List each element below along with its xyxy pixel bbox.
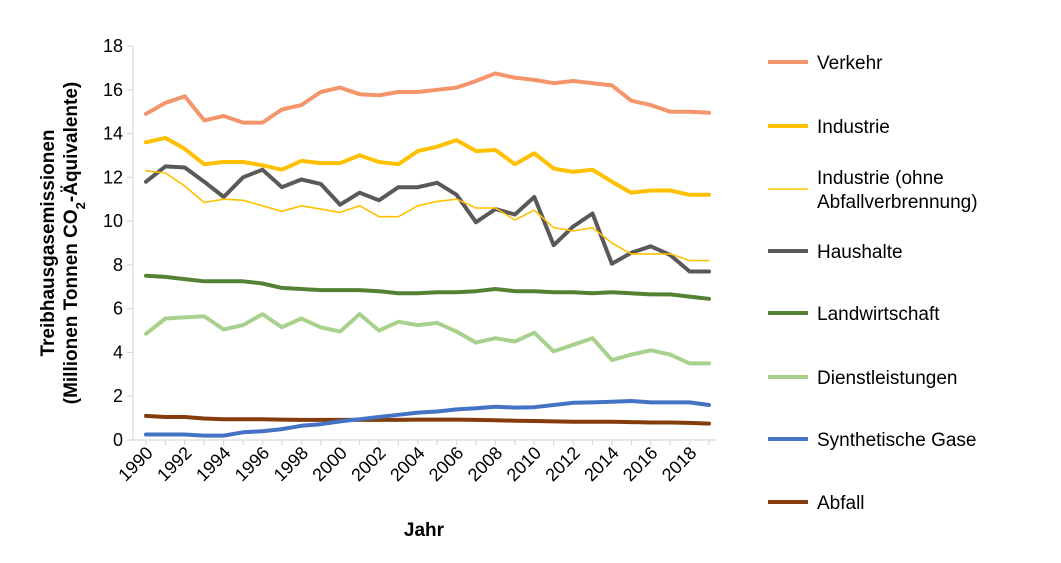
x-tick-label: 2006 [425, 443, 467, 485]
legend-label: Dienstleistungen [817, 368, 957, 389]
y-tick-label: 18 [103, 36, 123, 56]
y-axis-title-line1: Treibhausgasemissionen [38, 129, 59, 356]
y-tick-label: 16 [103, 80, 123, 100]
y-tick-label: 12 [103, 167, 123, 187]
y-tick-label: 8 [113, 255, 123, 275]
x-tick-label: 1994 [192, 443, 234, 485]
series-line-landwirtschaft [144, 273, 711, 301]
x-tick-label: 2004 [386, 443, 428, 485]
series-line-haushalte [144, 164, 711, 274]
y-tick-label: 6 [113, 299, 123, 319]
x-tick-label: 2012 [541, 443, 583, 485]
plot-area: 0246810121416181990199219941996199820002… [103, 36, 717, 485]
series-line-abfall [144, 413, 711, 426]
x-tick-label: 1996 [231, 443, 273, 485]
x-tick-label: 2016 [619, 443, 661, 485]
x-tick-label: 1992 [153, 443, 195, 485]
y-tick-label: 4 [113, 342, 123, 362]
x-tick-label: 2010 [503, 443, 545, 485]
legend: Verkehr Industrie Industrie (ohne Abfallver… [768, 53, 978, 514]
legend-label-wrapped: Industrie (ohne Abfallverbrennung) [817, 168, 978, 213]
x-tick-label: 2002 [347, 443, 389, 485]
series-line-verkehr [144, 71, 711, 125]
series-line-synthetische-gase [144, 399, 711, 438]
series-line-industrie-ohne-abfallverbrennung [145, 170, 710, 262]
y-axis-title: Treibhausgasemissionen (Millionen Tonnen… [38, 82, 88, 405]
legend-label: Haushalte [817, 242, 903, 263]
legend-label: Verkehr [817, 53, 883, 74]
series-line-industrie [144, 135, 711, 197]
x-tick-label: 2018 [658, 443, 700, 485]
y-tick-label: 0 [113, 430, 123, 450]
y-axis-title-line2: (Millionen Tonnen CO2-Äquivalente) [61, 82, 88, 405]
x-axis-title: Jahr [404, 520, 445, 541]
y-tick-label: 10 [103, 211, 123, 231]
y-tick-label: 2 [113, 386, 123, 406]
x-tick-label: 2014 [580, 443, 622, 485]
x-tick-label: 2008 [464, 443, 506, 485]
y-tick-label: 14 [103, 124, 123, 144]
legend-label: Synthetische Gase [817, 430, 976, 451]
legend-label: Landwirtschaft [817, 304, 940, 325]
x-tick-label: 2000 [309, 443, 351, 485]
legend-label: Abfall [817, 493, 865, 514]
legend-label: Industrie [817, 117, 890, 138]
series-line-dienstleistungen [144, 312, 711, 366]
x-tick-label: 1998 [270, 443, 312, 485]
